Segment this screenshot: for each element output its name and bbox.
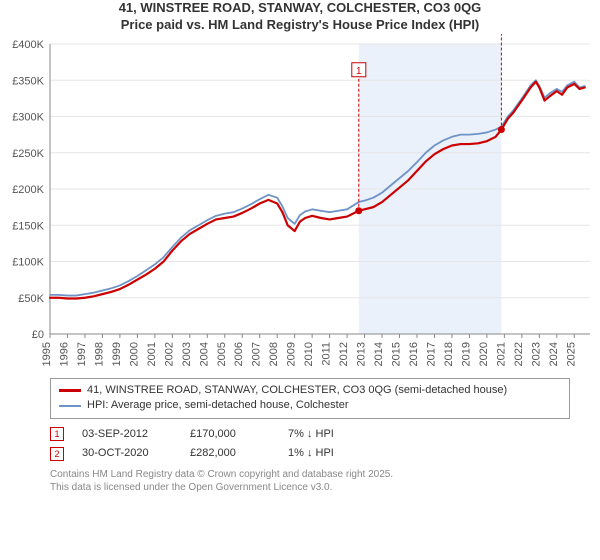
point-date: 30-OCT-2020: [82, 444, 172, 464]
xtick-label: 1998: [93, 342, 105, 366]
price-point-dot: [355, 207, 362, 214]
xtick-label: 1996: [58, 342, 70, 366]
xtick-label: 2013: [356, 342, 368, 366]
marker-box-icon: 1: [50, 427, 64, 441]
xtick-label: 2022: [513, 342, 525, 366]
legend-swatch: [59, 405, 81, 407]
xtick-label: 2019: [460, 342, 472, 366]
series-hpi: [50, 80, 585, 295]
xtick-label: 2025: [565, 342, 577, 366]
attribution-line-1: Contains HM Land Registry data © Crown c…: [50, 468, 570, 481]
ytick-label: £300K: [12, 111, 44, 123]
ytick-label: £50K: [18, 293, 44, 305]
chart-area: £0 £50K £100K £150K £200K £250K £300K £350K £400…: [0, 34, 600, 374]
price-point-row: 2 30-OCT-2020 £282,000 1% ↓ HPI: [50, 444, 570, 464]
marker-box-icon: 2: [50, 447, 64, 461]
attribution: Contains HM Land Registry data © Crown c…: [50, 468, 570, 494]
xtick-label: 2010: [303, 342, 315, 366]
title-line-1: 41, WINSTREE ROAD, STANWAY, COLCHESTER, …: [0, 0, 600, 17]
point-diff: 7% ↓ HPI: [288, 425, 378, 445]
xtick-label: 2020: [478, 342, 490, 366]
xtick-label: 2008: [268, 342, 280, 366]
legend-item: 41, WINSTREE ROAD, STANWAY, COLCHESTER, …: [59, 383, 561, 398]
line-chart-svg: £0 £50K £100K £150K £200K £250K £300K £350K £400…: [0, 34, 600, 374]
xtick-label: 2015: [391, 342, 403, 366]
xtick-label: 2004: [198, 342, 210, 366]
attribution-line-2: This data is licensed under the Open Gov…: [50, 481, 570, 494]
point-price: £282,000: [190, 444, 270, 464]
xtick-label: 2023: [530, 342, 542, 366]
xtick-label: 2016: [408, 342, 420, 366]
xtick-label: 2005: [216, 342, 228, 366]
xtick-label: 2001: [146, 342, 158, 366]
xtick-label: 2018: [443, 342, 455, 366]
xtick-label: 2014: [373, 342, 385, 366]
legend-item: HPI: Average price, semi-detached house,…: [59, 398, 561, 413]
legend-label: HPI: Average price, semi-detached house,…: [87, 398, 349, 413]
point-date: 03-SEP-2012: [82, 425, 172, 445]
series-price_paid: [50, 81, 585, 298]
price-points-table: 1 03-SEP-2012 £170,000 7% ↓ HPI 2 30-OCT-2020…: [50, 425, 570, 465]
xtick-label: 2006: [233, 342, 245, 366]
xtick-label: 1997: [76, 342, 88, 366]
xtick-label: 2009: [286, 342, 298, 366]
legend-label: 41, WINSTREE ROAD, STANWAY, COLCHESTER, …: [87, 383, 507, 398]
title-line-2: Price paid vs. HM Land Registry's House …: [0, 17, 600, 34]
ytick-label: £250K: [12, 148, 44, 160]
xtick-label: 2002: [163, 342, 175, 366]
price-point-row: 1 03-SEP-2012 £170,000 7% ↓ HPI: [50, 425, 570, 445]
point-diff: 1% ↓ HPI: [288, 444, 378, 464]
ytick-label: £350K: [12, 75, 44, 87]
xtick-label: 2007: [251, 342, 263, 366]
legend: 41, WINSTREE ROAD, STANWAY, COLCHESTER, …: [50, 378, 570, 419]
chart-title: 41, WINSTREE ROAD, STANWAY, COLCHESTER, …: [0, 0, 600, 34]
legend-swatch: [59, 389, 81, 392]
xtick-label: 2024: [548, 342, 560, 366]
xtick-label: 1999: [111, 342, 123, 366]
xtick-label: 2021: [495, 342, 507, 366]
point-price: £170,000: [190, 425, 270, 445]
marker-number: 1: [356, 66, 362, 77]
ytick-label: £0: [32, 329, 44, 341]
xtick-label: 2012: [338, 342, 350, 366]
xtick-label: 2000: [128, 342, 140, 366]
ytick-label: £150K: [12, 220, 44, 232]
xtick-label: 1995: [41, 342, 53, 366]
ytick-label: £100K: [12, 256, 44, 268]
xtick-label: 2003: [181, 342, 193, 366]
xtick-label: 2011: [321, 342, 333, 366]
ytick-label: £400K: [12, 39, 44, 51]
price-point-dot: [498, 126, 505, 133]
ytick-label: £200K: [12, 184, 44, 196]
xtick-label: 2017: [425, 342, 437, 366]
